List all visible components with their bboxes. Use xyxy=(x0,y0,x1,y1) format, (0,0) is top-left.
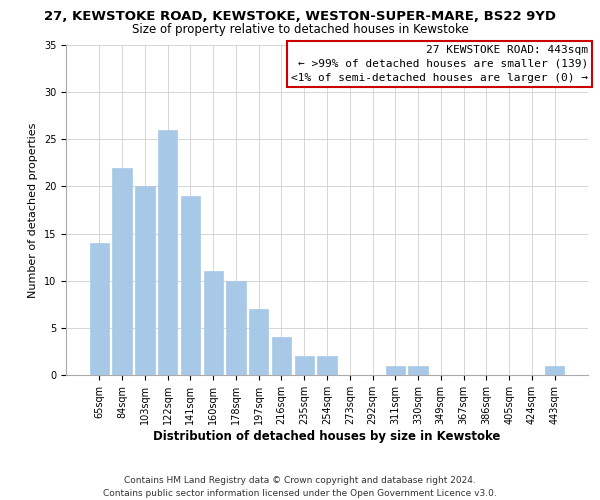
Text: 27, KEWSTOKE ROAD, KEWSTOKE, WESTON-SUPER-MARE, BS22 9YD: 27, KEWSTOKE ROAD, KEWSTOKE, WESTON-SUPE… xyxy=(44,10,556,23)
Bar xyxy=(386,366,405,375)
Bar xyxy=(409,366,428,375)
Bar xyxy=(135,186,155,375)
Y-axis label: Number of detached properties: Number of detached properties xyxy=(28,122,38,298)
Bar xyxy=(295,356,314,375)
Bar xyxy=(226,280,245,375)
Text: Contains HM Land Registry data © Crown copyright and database right 2024.
Contai: Contains HM Land Registry data © Crown c… xyxy=(103,476,497,498)
Bar xyxy=(203,272,223,375)
Text: 27 KEWSTOKE ROAD: 443sqm
← >99% of detached houses are smaller (139)
<1% of semi: 27 KEWSTOKE ROAD: 443sqm ← >99% of detac… xyxy=(291,45,588,83)
Bar xyxy=(545,366,564,375)
Bar xyxy=(90,243,109,375)
Text: Size of property relative to detached houses in Kewstoke: Size of property relative to detached ho… xyxy=(131,22,469,36)
Bar xyxy=(317,356,337,375)
Bar xyxy=(181,196,200,375)
Bar xyxy=(249,309,268,375)
Bar xyxy=(272,338,291,375)
X-axis label: Distribution of detached houses by size in Kewstoke: Distribution of detached houses by size … xyxy=(154,430,500,442)
Bar xyxy=(158,130,178,375)
Bar xyxy=(112,168,132,375)
